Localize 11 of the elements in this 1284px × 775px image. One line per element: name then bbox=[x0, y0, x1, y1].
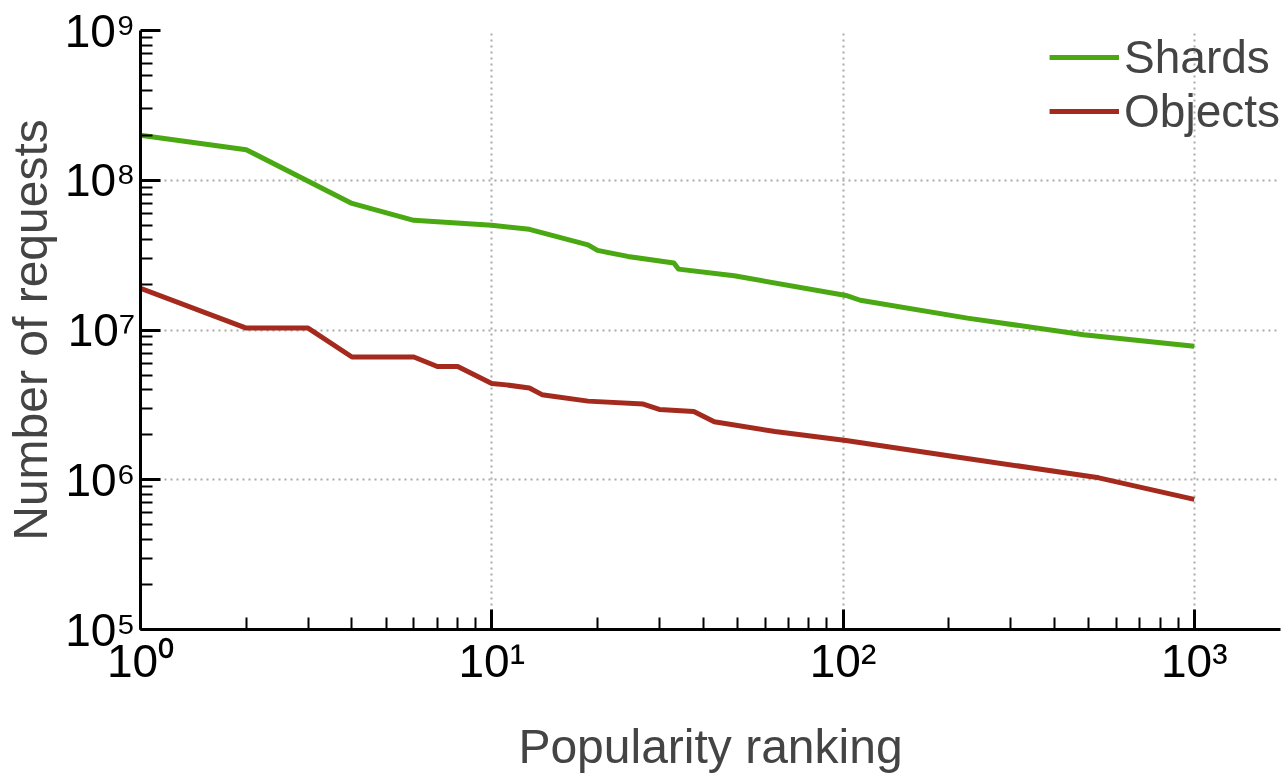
y-tick-label: 10⁹ bbox=[64, 4, 136, 57]
x-axis-title: Popularity ranking bbox=[518, 719, 903, 773]
x-tick-label: 10³ bbox=[1161, 634, 1228, 687]
y-axis-title: Number of requests bbox=[3, 119, 57, 541]
legend-label: Objects bbox=[1124, 84, 1280, 138]
y-tick-label: 10⁷ bbox=[67, 304, 136, 356]
x-tick-label: 10² bbox=[809, 634, 877, 687]
y-tick-label: 10⁶ bbox=[65, 453, 136, 506]
y-tick-label: 10⁸ bbox=[64, 154, 136, 207]
x-tick-label: 10¹ bbox=[458, 634, 525, 687]
legend-label: Shards bbox=[1124, 30, 1270, 84]
